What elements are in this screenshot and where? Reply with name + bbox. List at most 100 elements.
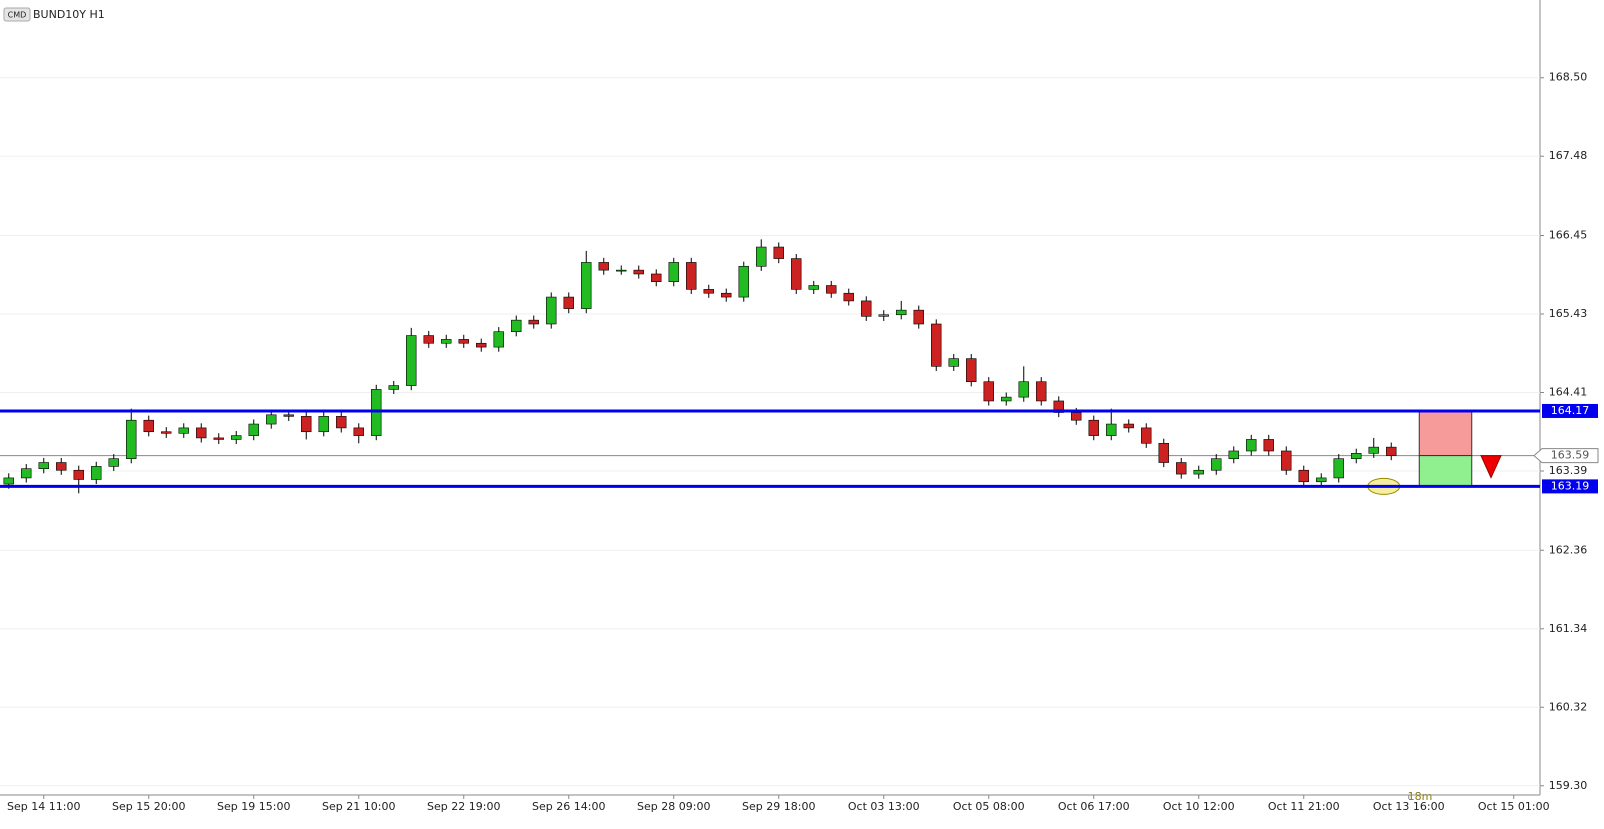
candle-body (476, 342, 487, 348)
candle-body (1246, 439, 1257, 452)
candle-body (301, 416, 312, 433)
y-tick-label: 162.36 (1549, 543, 1588, 556)
y-tick-label: 159.30 (1549, 779, 1588, 792)
candle-body (1036, 381, 1047, 402)
y-tick-label: 161.34 (1549, 622, 1588, 635)
candle-body (38, 462, 49, 469)
candle-body (1123, 423, 1134, 429)
sell-arrow (1480, 455, 1502, 479)
candle-body (1386, 446, 1397, 456)
candle-body (861, 300, 872, 317)
candle-body (686, 262, 697, 290)
candle-body (511, 319, 522, 332)
chart-title: BUND10Y H1 (33, 8, 105, 21)
candle-body (1333, 458, 1344, 479)
candle-body (1018, 381, 1029, 398)
candle-body (791, 258, 802, 290)
x-tick-label: Sep 19 15:00 (217, 800, 290, 813)
candle-body (231, 435, 242, 440)
candle-body (283, 414, 294, 417)
candle-body (1211, 458, 1222, 471)
x-tick-label: Oct 05 08:00 (953, 800, 1025, 813)
x-tick-label: Oct 13 16:00 (1373, 800, 1445, 813)
candle-body (3, 477, 14, 485)
candle-body (196, 427, 207, 439)
level-tag (1542, 479, 1598, 494)
x-tick-label: Sep 14 11:00 (7, 800, 80, 813)
candle-body (826, 285, 837, 294)
target-zone (1418, 455, 1473, 487)
candle-body (1053, 400, 1064, 413)
candle-body (126, 419, 137, 459)
candle-body (931, 323, 942, 367)
candle-body (651, 273, 662, 282)
tag-box (3, 7, 31, 22)
candle-body (73, 469, 84, 480)
candle-body (143, 419, 154, 433)
x-tick-label: Sep 29 18:00 (742, 800, 815, 813)
candle-body (983, 381, 994, 402)
x-tick-label: Oct 15 01:00 (1478, 800, 1550, 813)
x-tick-label: Oct 03 13:00 (848, 800, 920, 813)
y-tick-label: 167.48 (1549, 149, 1588, 162)
candle-body (773, 246, 784, 259)
candle-body (913, 309, 924, 325)
x-tick-label: Sep 21 10:00 (322, 800, 395, 813)
candle-body (878, 314, 889, 317)
candle-body (738, 265, 749, 298)
candle-body (388, 385, 399, 390)
y-tick-label: 166.45 (1549, 228, 1588, 241)
candle-body (406, 335, 417, 386)
x-tick-label: Oct 11 21:00 (1268, 800, 1340, 813)
y-tick-label: 160.32 (1549, 700, 1588, 713)
level-tag (1542, 403, 1598, 418)
x-tick-label: Sep 28 09:00 (637, 800, 710, 813)
candle-body (1368, 446, 1379, 454)
candle-body (178, 427, 189, 434)
timer: 18m (1408, 790, 1433, 803)
candle-body (581, 262, 592, 309)
candle-body (1298, 469, 1309, 483)
candle-body (1228, 450, 1239, 459)
x-tick-label: Sep 15 20:00 (112, 800, 185, 813)
candle-body (528, 319, 539, 325)
candle-body (598, 262, 609, 271)
candle-body (458, 339, 469, 344)
candle-body (721, 292, 732, 298)
candle-body (1106, 423, 1117, 436)
candle-body (668, 262, 679, 282)
candle-body (1071, 412, 1082, 421)
x-tick-label: Sep 22 19:00 (427, 800, 500, 813)
candle-body (1088, 419, 1099, 436)
candle-body (56, 462, 67, 471)
symbol-tag: CMD (8, 11, 27, 20)
candle-body (1176, 462, 1187, 475)
candle-body (266, 414, 277, 425)
level-label: 163.19 (1551, 479, 1590, 492)
candle-body (336, 416, 347, 429)
y-tick-label: 168.50 (1549, 71, 1588, 84)
candle-body (896, 309, 907, 316)
candle-body (563, 296, 574, 309)
y-tick-label: 164.41 (1549, 385, 1588, 398)
candle-body (91, 466, 102, 480)
x-tick-label: Oct 06 17:00 (1058, 800, 1130, 813)
candle-body (108, 458, 119, 467)
candle-body (493, 331, 504, 348)
candle-body (633, 269, 644, 275)
last-price-label: 163.59 (1551, 449, 1590, 462)
candle-body (161, 431, 172, 434)
candle-body (966, 358, 977, 383)
candle-body (1141, 427, 1152, 444)
candle-body (1316, 477, 1327, 483)
candle-body (616, 269, 627, 272)
x-tick-label: Oct 10 12:00 (1163, 800, 1235, 813)
candle-body (948, 358, 959, 367)
candle-body (1281, 450, 1292, 471)
candle-body (1158, 442, 1169, 463)
candle-body (1351, 452, 1362, 459)
candle-body (808, 285, 819, 290)
candle-body (1001, 396, 1012, 402)
candle-body (248, 423, 259, 436)
